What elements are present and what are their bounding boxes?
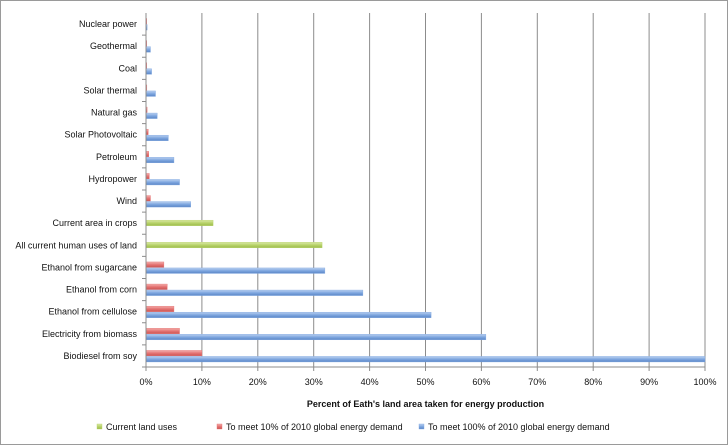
y-category-label: Nuclear power <box>79 19 137 29</box>
x-tick-label: 70% <box>528 377 546 387</box>
legend-entry: To meet 10% of 2010 global energy demand <box>226 422 403 432</box>
gridlines <box>145 13 706 367</box>
y-category-label: Ethanol from corn <box>66 285 137 295</box>
bar <box>145 68 152 75</box>
y-category-label: Coal <box>118 63 137 73</box>
bar <box>145 305 175 312</box>
x-tick-label: 20% <box>249 377 267 387</box>
y-category-label: Biodiesel from soy <box>63 351 137 361</box>
bar <box>145 112 158 119</box>
y-category-label: Ethanol from sugarcane <box>41 262 137 272</box>
bar <box>145 261 165 268</box>
bar <box>145 179 180 186</box>
y-category-label: Natural gas <box>91 108 138 118</box>
x-tick-label: 10% <box>193 377 211 387</box>
bar <box>145 289 364 296</box>
y-category-label: Geothermal <box>90 41 137 51</box>
x-tick-label: 40% <box>361 377 379 387</box>
y-category-label: Petroleum <box>96 152 137 162</box>
bar <box>145 267 326 274</box>
y-category-label: All current human uses of land <box>15 240 137 250</box>
x-tick-label: 50% <box>416 377 434 387</box>
legend: Current land uses To meet 10% of 2010 glo… <box>96 422 610 432</box>
bar <box>145 242 323 249</box>
y-category-label: Hydropower <box>88 174 137 184</box>
bar <box>145 134 169 141</box>
legend-entry: Current land uses <box>106 422 178 432</box>
bar <box>145 219 214 226</box>
x-tick-label: 0% <box>139 377 152 387</box>
y-category-label: Wind <box>116 196 137 206</box>
bar <box>145 328 180 335</box>
y-category-label: Solar Photovoltaic <box>64 130 137 140</box>
bar <box>145 201 191 208</box>
x-tick-label: 100% <box>693 377 716 387</box>
x-axis-title: Percent of Eath's land area taken for en… <box>307 399 544 409</box>
legend-entry: To meet 100% of 2010 global energy deman… <box>428 422 610 432</box>
y-category-label: Electricity from biomass <box>42 329 138 339</box>
x-tick-label: 80% <box>584 377 602 387</box>
legend-swatch <box>216 423 223 430</box>
bar <box>145 356 706 363</box>
x-tick-label: 60% <box>472 377 490 387</box>
bar <box>145 334 487 341</box>
x-tick-label: 90% <box>640 377 658 387</box>
bar <box>145 173 150 180</box>
bar <box>145 283 168 290</box>
bar <box>145 46 151 53</box>
bar <box>145 311 432 318</box>
bar <box>145 157 175 164</box>
bar <box>145 350 203 357</box>
y-category-label: Ethanol from cellulose <box>48 307 137 317</box>
axes: 0% 10% 20% 30% 40% 50% 60% 70% 80% 90% 100% Biodies… <box>15 13 717 387</box>
y-category-label: Current area in crops <box>52 218 137 228</box>
bars <box>145 18 706 363</box>
legend-swatch <box>96 423 103 430</box>
bar <box>145 195 151 202</box>
y-category-label: Solar thermal <box>83 85 137 95</box>
bar <box>145 90 156 97</box>
x-tick-label: 30% <box>305 377 323 387</box>
legend-swatch <box>418 423 425 430</box>
